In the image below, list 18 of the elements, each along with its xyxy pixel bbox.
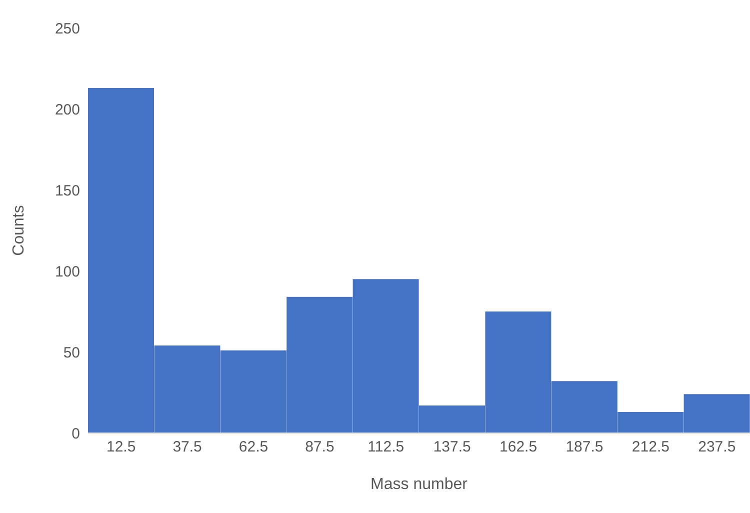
y-tick-label: 100 [54, 263, 80, 280]
x-tick-label: 87.5 [305, 438, 334, 456]
y-tick-label: 50 [63, 344, 80, 362]
x-tick-label: 137.5 [433, 438, 471, 456]
y-tick-label: 0 [72, 425, 80, 442]
x-tick-label: 237.5 [698, 438, 736, 456]
x-tick-label: 112.5 [368, 438, 404, 456]
x-tick-label: 187.5 [566, 438, 604, 456]
x-tick-label: 212.5 [632, 438, 670, 456]
x-axis-title: Mass number [370, 476, 468, 493]
y-tick-label: 250 [54, 20, 80, 38]
x-tick-label: 162.5 [500, 438, 538, 456]
y-axis-title: Counts [10, 205, 28, 256]
x-tick-label: 12.5 [106, 438, 136, 456]
x-tick-label: 62.5 [238, 438, 268, 456]
y-tick-label: 150 [54, 182, 80, 200]
x-tick-label: 37.5 [172, 438, 202, 456]
y-tick-label: 200 [54, 101, 80, 118]
